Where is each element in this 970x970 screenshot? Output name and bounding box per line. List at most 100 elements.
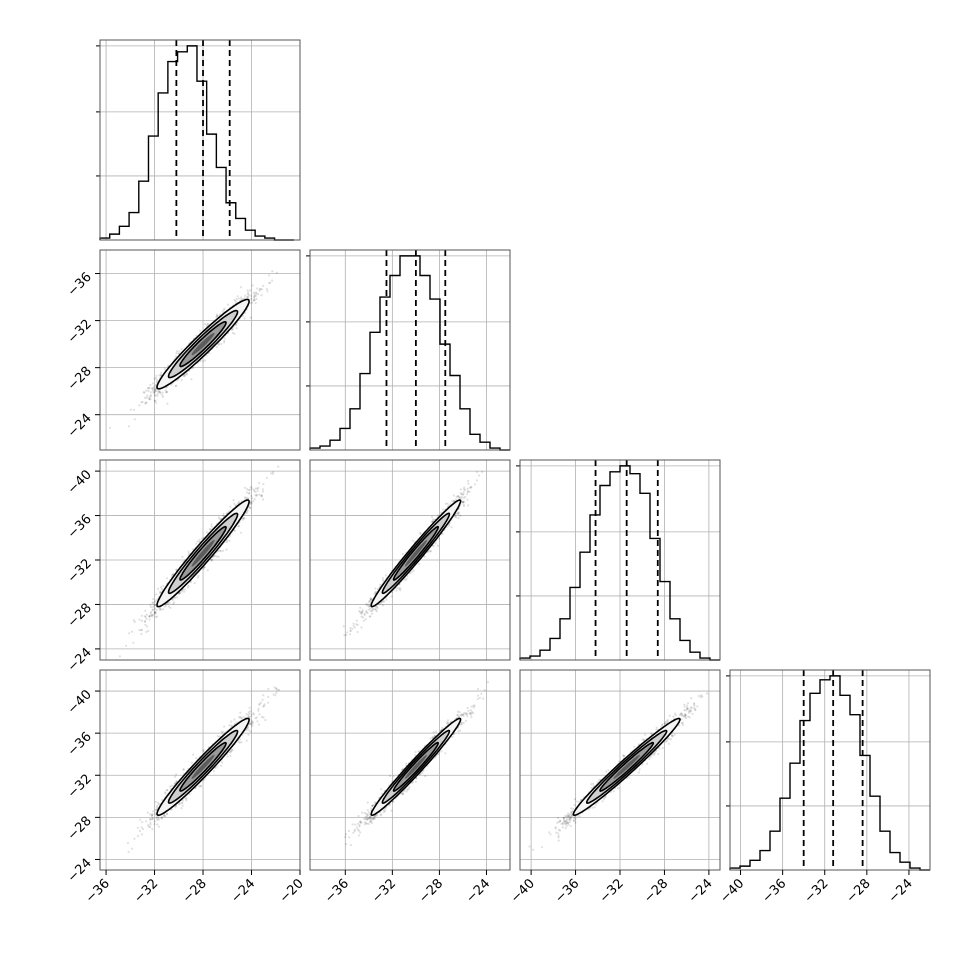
scatter-point — [166, 402, 169, 405]
scatter-point — [430, 520, 433, 523]
scatter-point — [209, 528, 212, 531]
scatter-point — [272, 471, 275, 474]
scatter-point — [129, 408, 133, 411]
scatter-point — [149, 391, 152, 394]
histogram-panel-3 — [726, 669, 931, 871]
contour-line — [156, 298, 250, 390]
scatter-point — [158, 391, 161, 394]
scatter-point — [254, 294, 258, 297]
scatter-point — [461, 501, 464, 504]
scatter-point — [249, 289, 252, 292]
scatter-point — [164, 604, 168, 607]
scatter-point — [345, 633, 348, 637]
scatter-point — [155, 401, 158, 404]
scatter-point — [138, 629, 141, 632]
scatter-point — [147, 386, 150, 389]
scatter-point — [268, 281, 271, 285]
scatter-point — [175, 384, 178, 387]
scatter-point — [440, 511, 443, 514]
scatter-point — [462, 488, 465, 491]
panel-frame — [309, 249, 511, 451]
scatter-point — [226, 303, 230, 306]
scatter-point — [368, 605, 371, 608]
scatter-point — [146, 387, 149, 390]
scatter-point — [240, 298, 243, 301]
scatter-point — [154, 610, 157, 613]
scatter-point — [151, 389, 154, 392]
histogram-panel-1 — [306, 249, 511, 451]
scatter-point — [167, 364, 170, 367]
scatter-point — [469, 486, 473, 489]
scatter-point — [237, 297, 240, 300]
scatter-point — [343, 634, 346, 637]
scatter-point — [127, 425, 131, 428]
scatter-point — [184, 588, 187, 591]
scatter-point — [150, 614, 153, 617]
scatter-point — [153, 607, 156, 610]
scatter-point — [160, 371, 163, 374]
scatter-point — [167, 605, 170, 608]
scatter-point — [218, 549, 221, 552]
scatter-point — [142, 391, 145, 394]
panel-frame — [99, 249, 301, 451]
scatter-point — [349, 633, 352, 636]
scatter-point — [161, 394, 164, 397]
scatter-point — [190, 378, 193, 381]
scatter-point — [423, 555, 426, 558]
scatter-point — [247, 291, 250, 294]
scatter-point — [376, 606, 379, 610]
scatter-point — [369, 597, 372, 601]
scatter-point — [252, 299, 255, 302]
scatter-point — [164, 389, 167, 392]
scatter-point — [189, 581, 192, 584]
scatter-point — [410, 570, 413, 574]
scatter-point — [374, 591, 377, 594]
scatter-point — [241, 314, 245, 318]
scatter-point — [456, 512, 459, 515]
scatter-point — [418, 563, 421, 566]
scatter-point — [217, 343, 220, 346]
scatter-point — [157, 390, 160, 393]
scatter-point — [361, 616, 365, 619]
scatter-point — [175, 352, 178, 355]
scatter-point — [364, 618, 367, 621]
scatter-point — [342, 625, 345, 628]
scatter-point — [180, 348, 183, 351]
scatter-point — [149, 398, 152, 401]
scatter-point — [285, 444, 287, 446]
scatter-point — [159, 590, 162, 593]
scatter-point — [154, 390, 158, 393]
scatter-point — [147, 629, 150, 633]
scatter-point — [243, 297, 246, 300]
histogram-steps — [99, 45, 294, 241]
scatter-point — [171, 573, 174, 577]
scatter-point — [261, 490, 264, 493]
scatter-point — [183, 375, 186, 378]
scatter-point — [250, 487, 253, 490]
scatter-point — [148, 615, 151, 618]
scatter-point — [401, 552, 405, 556]
scatter-point — [203, 359, 207, 362]
scatter-point — [185, 372, 188, 375]
scatter-point — [250, 494, 253, 498]
scatter-point — [153, 377, 156, 380]
scatter-point — [222, 308, 225, 311]
scatter-point — [171, 598, 174, 602]
scatter-point — [220, 550, 223, 553]
scatter-point — [145, 630, 148, 634]
scatter-point — [247, 488, 250, 492]
scatter-point — [148, 615, 151, 618]
scatter-point — [237, 525, 240, 528]
scatter-point — [243, 496, 246, 499]
scatter-point — [211, 558, 214, 561]
scatter-point — [250, 502, 253, 505]
scatter-point — [247, 293, 250, 296]
scatter-point — [154, 612, 157, 615]
scatter-point — [450, 526, 453, 529]
scatter-point — [146, 394, 149, 397]
scatter-point — [154, 385, 157, 388]
scatter-point — [256, 493, 259, 496]
scatter-point — [169, 606, 172, 609]
contour-line — [167, 309, 239, 379]
scatter-point — [145, 389, 148, 392]
